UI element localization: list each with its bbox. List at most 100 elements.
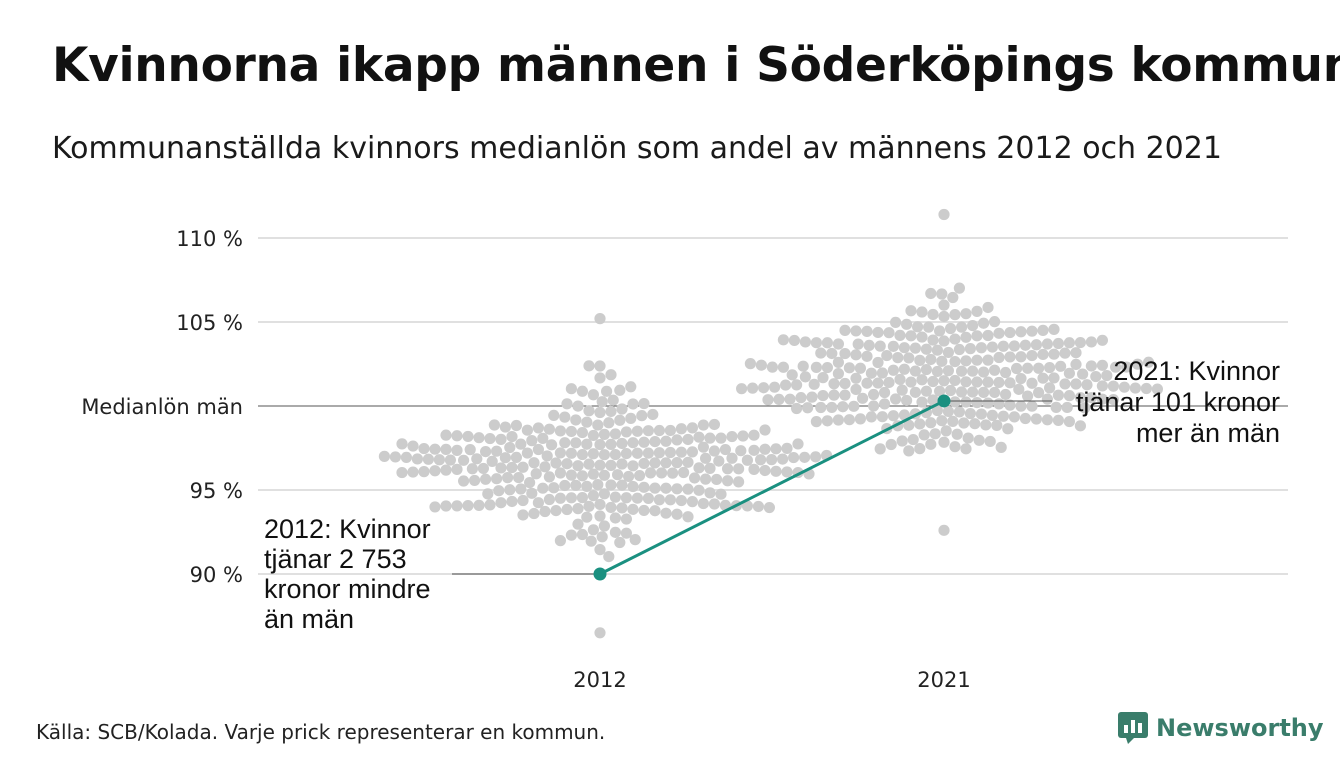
municipality-dot-2012 xyxy=(625,412,637,424)
municipality-dot-2021 xyxy=(817,389,829,402)
municipality-dot-2021 xyxy=(920,385,933,397)
municipality-dot-2012 xyxy=(565,469,578,481)
municipality-dot-2021 xyxy=(1101,369,1113,382)
municipality-dot-2012 xyxy=(642,425,655,437)
municipality-dot-2021 xyxy=(1052,337,1064,350)
municipality-dot-2012 xyxy=(559,411,571,423)
municipality-dot-2012 xyxy=(451,444,463,456)
municipality-dot-2021 xyxy=(815,401,827,414)
municipality-dot-2021 xyxy=(993,376,1005,389)
municipality-dot-2021 xyxy=(936,288,948,300)
municipality-dot-2021 xyxy=(810,361,823,373)
municipality-dot-2021 xyxy=(938,436,950,448)
municipality-dot-2021 xyxy=(872,356,884,369)
municipality-dot-2012 xyxy=(539,505,551,518)
municipality-dot-2012 xyxy=(627,480,639,493)
municipality-dot-2021 xyxy=(892,352,904,364)
municipality-dot-2021 xyxy=(821,361,834,374)
municipality-dot-2012 xyxy=(526,435,538,447)
municipality-dot-2012 xyxy=(517,461,529,473)
municipality-dot-2021 xyxy=(1048,348,1060,360)
municipality-dot-2012 xyxy=(407,466,419,478)
municipality-dot-2021 xyxy=(832,356,845,368)
municipality-dot-2021 xyxy=(942,346,955,359)
municipality-dot-2021 xyxy=(1096,334,1108,346)
municipality-dot-2021 xyxy=(894,373,906,386)
municipality-dot-2012 xyxy=(537,432,549,444)
municipality-dot-2012 xyxy=(418,466,430,478)
municipality-dot-2021 xyxy=(914,418,926,430)
municipality-dot-2012 xyxy=(667,467,679,479)
municipality-dot-2021 xyxy=(993,398,1005,410)
municipality-dot-2012 xyxy=(664,494,677,506)
municipality-dot-2021 xyxy=(982,329,994,342)
municipality-dot-2012 xyxy=(528,507,540,520)
municipality-dot-2021 xyxy=(978,386,990,398)
municipality-dot-2021 xyxy=(925,438,937,450)
municipality-dot-2012 xyxy=(708,418,721,431)
municipality-dot-2021 xyxy=(1026,377,1038,389)
municipality-dot-2021 xyxy=(903,445,915,457)
municipality-dot-2012 xyxy=(502,472,514,484)
municipality-dot-2012 xyxy=(700,473,712,485)
municipality-dot-2021 xyxy=(967,319,979,332)
municipality-dot-2021 xyxy=(788,334,801,347)
municipality-dot-2021 xyxy=(923,321,935,333)
municipality-dot-2021 xyxy=(916,396,928,408)
municipality-dot-2012 xyxy=(506,495,518,508)
municipality-dot-2012 xyxy=(638,436,650,448)
municipality-dot-2021 xyxy=(874,443,886,455)
municipality-dot-2012 xyxy=(565,447,578,459)
municipality-dot-2021 xyxy=(975,408,988,420)
municipality-dot-2021 xyxy=(942,365,955,377)
municipality-dot-2021 xyxy=(989,386,1001,399)
municipality-dot-2021 xyxy=(887,410,900,422)
municipality-dot-2012 xyxy=(638,481,650,493)
municipality-dot-2021 xyxy=(879,398,891,410)
municipality-dot-2012 xyxy=(440,464,452,476)
municipality-dot-2012 xyxy=(726,452,738,464)
municipality-dot-2012 xyxy=(671,508,683,520)
municipality-dot-2012 xyxy=(598,488,611,500)
municipality-dot-2021 xyxy=(868,388,880,401)
municipality-dot-2012 xyxy=(572,460,584,472)
municipality-dot-2012 xyxy=(389,451,401,463)
municipality-dot-2021 xyxy=(874,340,886,352)
municipality-dot-2012 xyxy=(598,428,611,440)
municipality-dot-2012 xyxy=(653,494,666,506)
municipality-dot-2021 xyxy=(1015,372,1027,385)
municipality-dot-2012 xyxy=(594,627,606,639)
municipality-dot-2021 xyxy=(914,354,926,366)
municipality-dot-2021 xyxy=(947,415,959,427)
municipality-dot-2021 xyxy=(887,364,900,376)
municipality-dot-2021 xyxy=(817,372,829,384)
municipality-dot-2012 xyxy=(548,409,560,421)
municipality-dot-2021 xyxy=(1096,393,1108,405)
municipality-dot-2012 xyxy=(605,369,617,381)
municipality-dot-2012 xyxy=(631,492,644,504)
municipality-dot-2012 xyxy=(737,430,749,442)
y-tick-label: 110 % xyxy=(176,227,243,251)
municipality-dot-2021 xyxy=(854,413,867,425)
municipality-dot-2012 xyxy=(700,452,712,464)
municipality-dot-2021 xyxy=(978,366,990,378)
municipality-dot-2012 xyxy=(491,445,503,457)
municipality-dot-2021 xyxy=(905,330,917,342)
municipality-dot-2021 xyxy=(1030,413,1042,425)
municipality-dot-2012 xyxy=(598,469,611,481)
municipality-dot-2021 xyxy=(1085,392,1097,404)
highlight-point-2021 xyxy=(937,394,951,408)
municipality-dot-2012 xyxy=(576,470,589,482)
municipality-dot-2012 xyxy=(682,511,694,523)
municipality-dot-2012 xyxy=(689,472,701,484)
municipality-dot-2012 xyxy=(671,483,683,495)
municipality-dot-2012 xyxy=(532,443,545,456)
municipality-dot-2021 xyxy=(971,305,983,317)
municipality-dot-2021 xyxy=(762,394,774,406)
municipality-dot-2012 xyxy=(620,527,633,539)
municipality-dot-2012 xyxy=(499,421,511,433)
municipality-dot-2021 xyxy=(903,419,915,431)
municipality-dot-2021 xyxy=(890,316,902,328)
municipality-dot-2012 xyxy=(565,492,578,504)
municipality-dot-2012 xyxy=(759,424,771,436)
